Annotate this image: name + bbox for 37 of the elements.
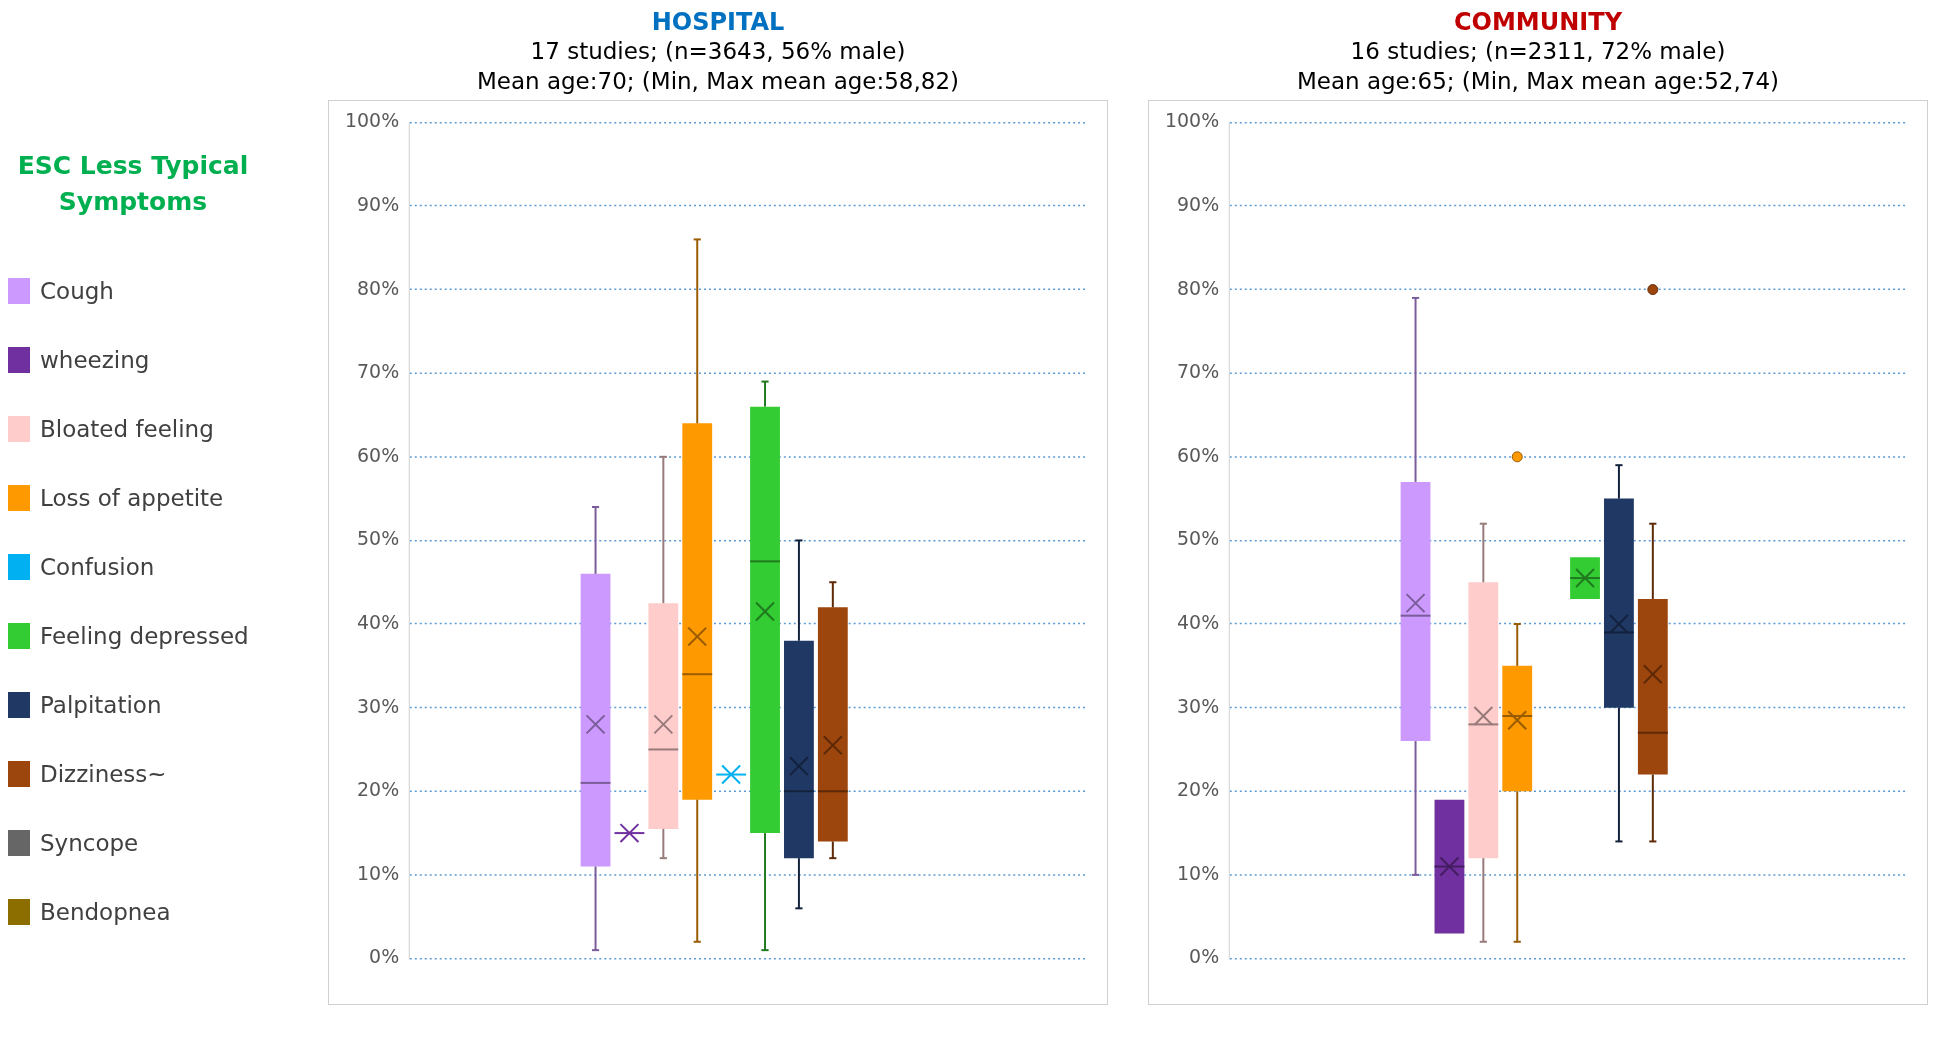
legend-label: Confusion	[40, 553, 155, 580]
legend-label: Syncope	[40, 829, 139, 856]
y-tick-label: 60%	[1177, 443, 1220, 466]
y-tick-label: 20%	[357, 778, 400, 801]
chart-title: COMMUNITY	[1453, 8, 1623, 36]
legend-label: Bloated feeling	[40, 415, 214, 442]
y-tick-label: 40%	[1177, 610, 1220, 633]
y-tick-label: 30%	[1177, 694, 1220, 717]
y-tick-label: 70%	[357, 360, 400, 383]
legend-label: Dizziness~	[40, 760, 167, 787]
y-tick-label: 10%	[1177, 861, 1220, 884]
y-tick-label: 100%	[345, 109, 400, 132]
legend-label: Bendopnea	[40, 898, 171, 925]
y-tick-label: 100%	[1165, 109, 1220, 132]
y-tick-label: 90%	[357, 192, 400, 215]
legend-label: Feeling depressed	[40, 622, 249, 649]
legend-label: wheezing	[40, 346, 150, 373]
legend-label: Cough	[40, 277, 114, 304]
legend-title: ESC Less Typical Symptoms	[16, 150, 250, 218]
y-tick-label: 50%	[1177, 527, 1220, 550]
y-tick-label: 70%	[1177, 360, 1220, 383]
y-tick-label: 10%	[357, 861, 400, 884]
y-tick-label: 0%	[1189, 945, 1220, 968]
y-tick-label: 0%	[369, 945, 400, 968]
chart-title: HOSPITAL	[651, 8, 785, 36]
y-tick-label: 80%	[1177, 276, 1220, 299]
y-tick-label: 50%	[357, 527, 400, 550]
y-tick-label: 60%	[357, 443, 400, 466]
y-tick-label: 80%	[357, 276, 400, 299]
y-tick-label: 40%	[357, 610, 400, 633]
legend-label: Palpitation	[40, 691, 162, 718]
chart-subtitle: 16 studies; (n=2311, 72% male) Mean age:65; (Min, Max mean age:52,74)	[1296, 37, 1780, 96]
y-tick-label: 20%	[1177, 778, 1220, 801]
chart-subtitle: 17 studies; (n=3643, 56% male) Mean age:70; (Min, Max mean age:58,82)	[476, 37, 960, 96]
y-tick-label: 90%	[1177, 192, 1220, 215]
y-tick-label: 30%	[357, 694, 400, 717]
legend-label: Loss of appetite	[40, 484, 224, 511]
